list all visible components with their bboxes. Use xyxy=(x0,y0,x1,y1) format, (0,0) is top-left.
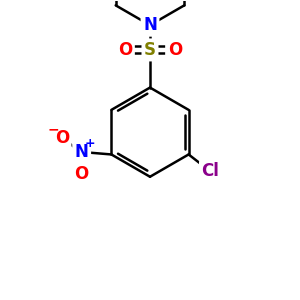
Text: Cl: Cl xyxy=(202,162,219,180)
Text: N: N xyxy=(143,16,157,34)
Text: O: O xyxy=(55,129,69,147)
Text: O: O xyxy=(118,41,132,59)
Text: O: O xyxy=(168,41,182,59)
Text: O: O xyxy=(74,165,89,183)
Text: −: − xyxy=(47,123,59,137)
Text: N: N xyxy=(75,143,88,161)
Text: +: + xyxy=(84,137,95,150)
Text: S: S xyxy=(144,41,156,59)
